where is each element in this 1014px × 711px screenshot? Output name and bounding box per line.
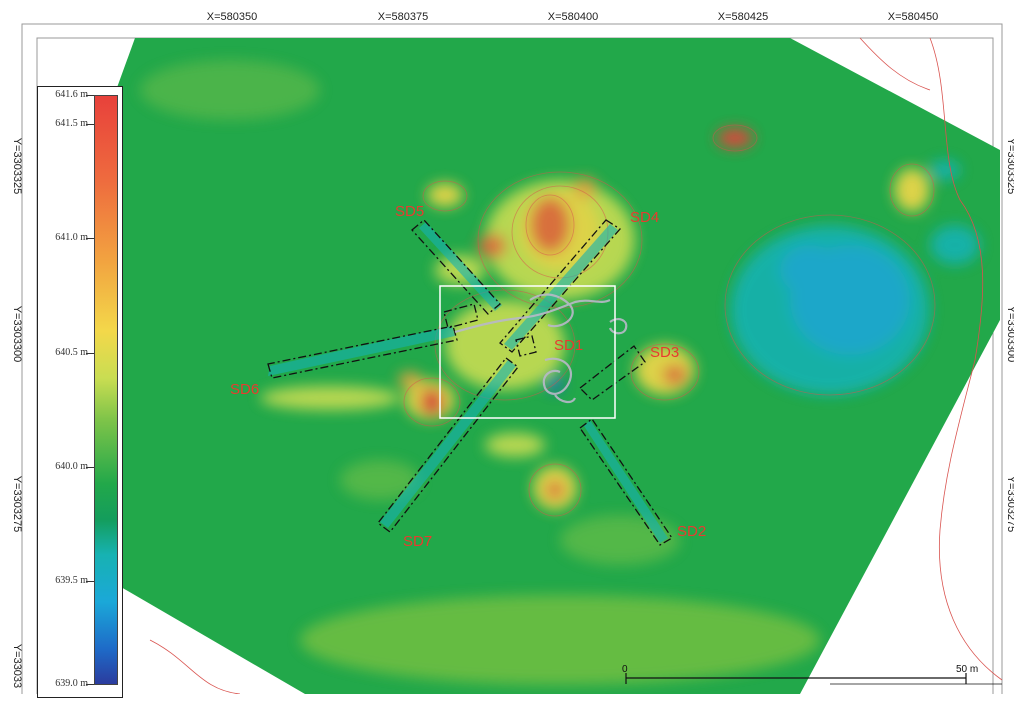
scale-bar xyxy=(625,673,1002,685)
x-coord-label: X=580450 xyxy=(887,11,939,23)
legend-label: 640.5 m xyxy=(55,347,88,358)
x-coord-label: X=580400 xyxy=(547,11,599,23)
legend-tick xyxy=(86,353,94,354)
elevation-legend: 641.6 m 641.5 m 641.0 m 640.5 m 640.0 m … xyxy=(37,86,123,698)
structure-traces xyxy=(454,293,628,404)
x-coord-label: X=580350 xyxy=(206,11,258,23)
site-label-sd7: SD7 xyxy=(403,533,432,550)
map-frame: X=580350 X=580375 X=580400 X=580425 X=58… xyxy=(11,11,1014,698)
x-coord-label: X=580425 xyxy=(717,11,769,23)
legend-label: 639.0 m xyxy=(55,678,88,689)
legend-label: 639.5 m xyxy=(55,575,88,586)
outer-frame xyxy=(21,23,1003,694)
site-label-sd2: SD2 xyxy=(677,523,706,540)
site-label-sd1: SD1 xyxy=(554,337,583,354)
map-canvas: SD5 SD4 SD1 SD3 SD6 SD7 SD2 xyxy=(21,23,1003,694)
legend-color-ramp xyxy=(94,95,118,685)
trench-sd3 xyxy=(579,345,646,401)
trench-sd4 xyxy=(499,219,621,353)
trench-sd7 xyxy=(377,357,519,533)
trench-sd1 xyxy=(515,335,537,357)
legend-label: 641.6 m xyxy=(55,89,88,100)
legend-label: 640.0 m xyxy=(55,461,88,472)
site-label-sd5: SD5 xyxy=(395,203,424,220)
scale-start-label: 0 xyxy=(622,664,628,675)
legend-tick xyxy=(86,467,94,468)
outer-contours xyxy=(149,37,1003,694)
legend-tick xyxy=(86,124,94,125)
site-label-sd4: SD4 xyxy=(630,209,659,226)
legend-label: 641.5 m xyxy=(55,118,88,129)
legend-tick xyxy=(86,238,94,239)
legend-tick xyxy=(86,581,94,582)
site-label-sd3: SD3 xyxy=(650,344,679,361)
trench-sd2 xyxy=(579,418,673,546)
legend-tick xyxy=(86,95,94,96)
contour-lines xyxy=(403,124,936,517)
x-coord-label: X=580375 xyxy=(377,11,429,23)
elevation-raster xyxy=(40,38,1000,694)
legend-label: 641.0 m xyxy=(55,232,88,243)
study-area-box xyxy=(439,285,616,419)
trench-sd6 xyxy=(267,325,458,379)
legend-tick xyxy=(86,684,94,685)
trench-fill xyxy=(268,222,668,543)
scale-end-label: 50 m xyxy=(956,664,979,675)
site-label-sd6: SD6 xyxy=(230,381,259,398)
trench-sd6-box xyxy=(443,303,479,329)
